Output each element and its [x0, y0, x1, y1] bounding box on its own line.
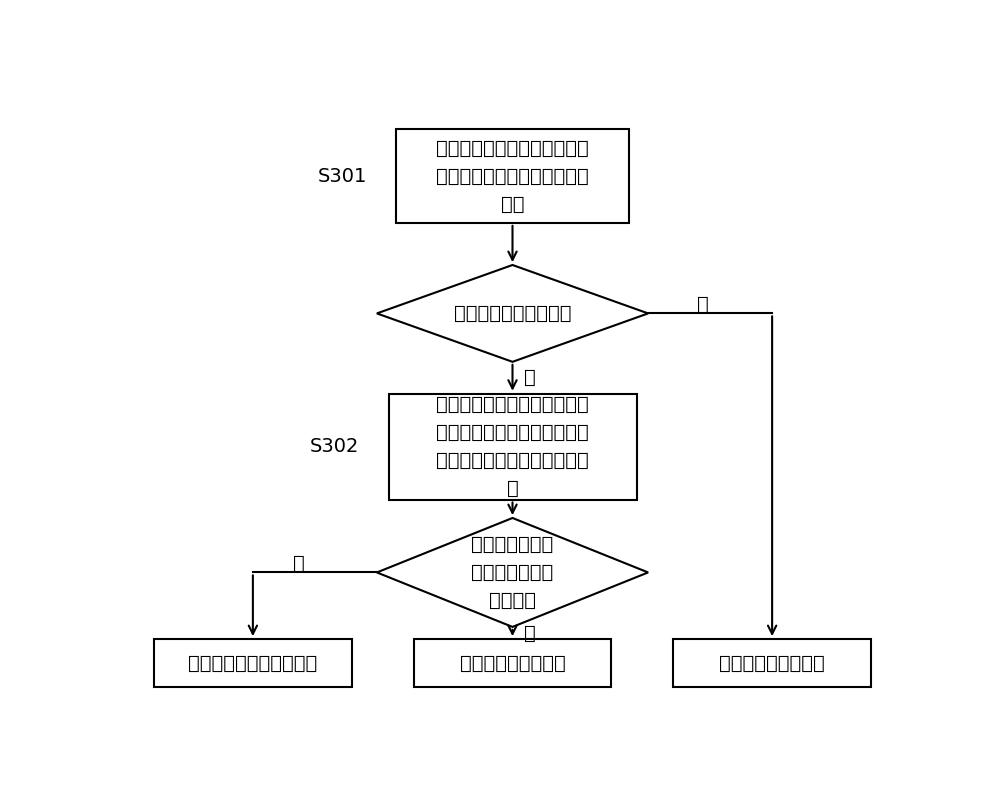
Text: 切换到人工驾驶模式: 切换到人工驾驶模式	[460, 654, 565, 673]
FancyBboxPatch shape	[414, 639, 611, 688]
Text: 当前路况为危险路况？: 当前路况为危险路况？	[454, 304, 571, 323]
Text: 整车控制器根据收到的相关信
息，判断当前路况是否为危险
路况: 整车控制器根据收到的相关信 息，判断当前路况是否为危险 路况	[436, 138, 589, 214]
Text: 否: 否	[696, 295, 708, 314]
Text: 是: 是	[524, 368, 536, 387]
Text: 否: 否	[524, 623, 536, 642]
Text: S301: S301	[317, 167, 367, 185]
FancyBboxPatch shape	[388, 394, 637, 500]
Text: 切换到云控自动驾驶模式: 切换到云控自动驾驶模式	[188, 654, 318, 673]
Text: 整车控制器根据车联网通信状
态信息，判断当前车联网通信
条件是否满足云控自动驾驶需
求: 整车控制器根据车联网通信状 态信息，判断当前车联网通信 条件是否满足云控自动驾驶…	[436, 395, 589, 498]
Text: 车联网通信条件
满足云控自动驾
驶需求？: 车联网通信条件 满足云控自动驾 驶需求？	[471, 535, 554, 610]
Text: 切换到自主驾驶模式: 切换到自主驾驶模式	[719, 654, 825, 673]
Text: 是: 是	[294, 554, 305, 573]
Polygon shape	[377, 518, 648, 627]
Polygon shape	[377, 265, 648, 362]
FancyBboxPatch shape	[154, 639, 352, 688]
FancyBboxPatch shape	[396, 129, 629, 223]
FancyBboxPatch shape	[673, 639, 871, 688]
Text: S302: S302	[310, 437, 359, 456]
